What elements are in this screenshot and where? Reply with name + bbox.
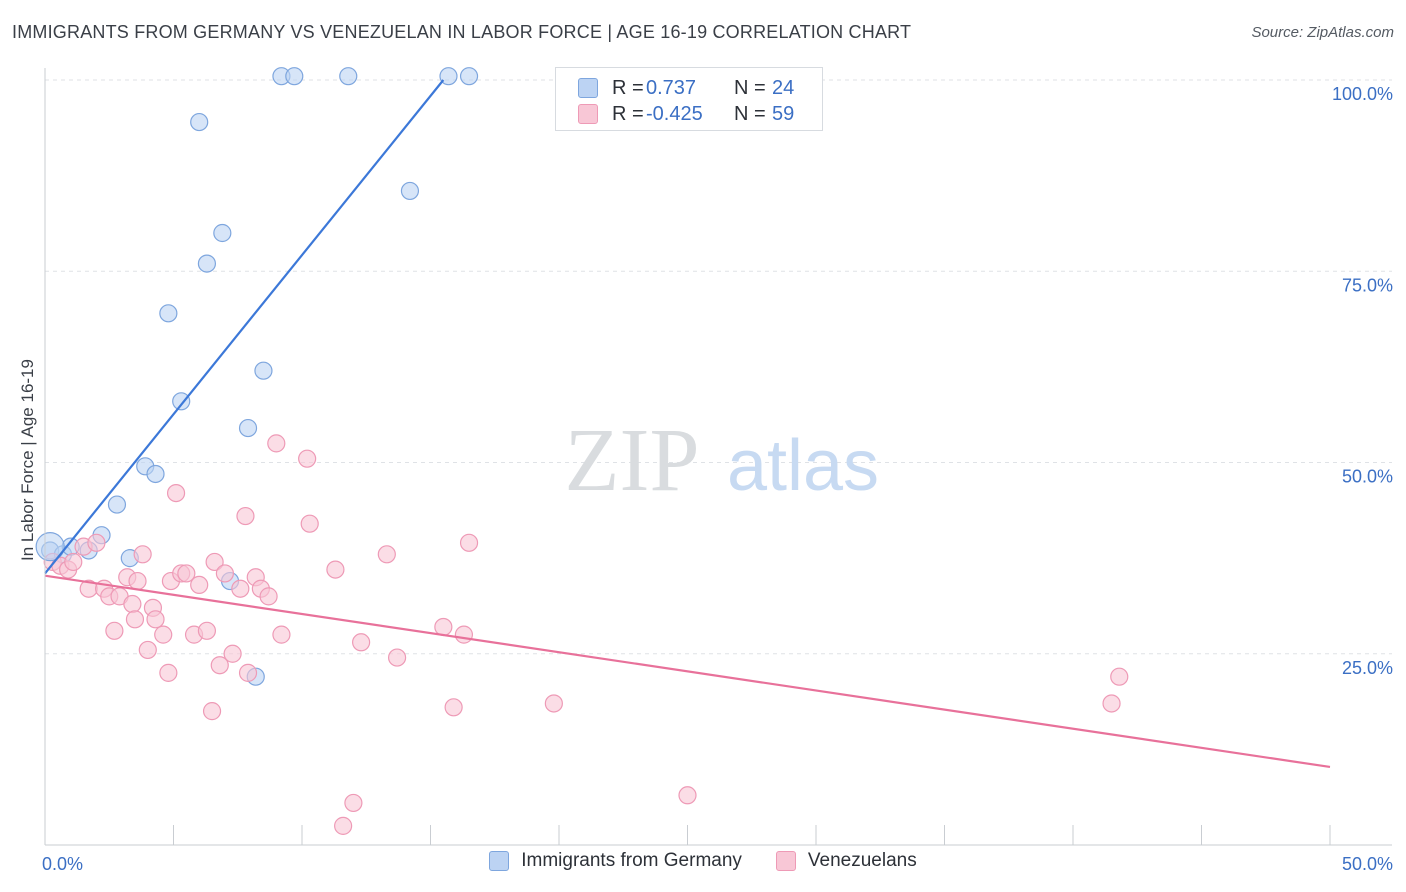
- germany-point: [254, 361, 273, 380]
- legend-r-value: 0.737: [646, 76, 697, 99]
- venezuelans-point: [197, 621, 217, 640]
- legend-row-germany: R = 0.737 N = 24: [578, 75, 794, 101]
- x-tick-label: 0.0%: [42, 854, 83, 874]
- germany-point: [459, 67, 479, 86]
- legend-n-value: 24: [772, 76, 795, 99]
- x-tick-label: 50.0%: [1342, 854, 1393, 874]
- watermark: ZIP atlas: [565, 411, 880, 510]
- germany-point: [439, 67, 458, 86]
- venezuelans-point: [177, 564, 196, 583]
- germany-point: [107, 495, 127, 514]
- germany-point: [190, 112, 209, 132]
- germany-point: [146, 464, 165, 484]
- legend-swatch-venezuelans: [578, 104, 598, 124]
- venezuelans-point: [434, 617, 453, 637]
- legend-n-label: N =: [734, 76, 766, 99]
- axis-layer: 25.0% 50.0% 75.0% 100.0% 0.0% 50.0%: [42, 68, 1393, 874]
- legend-swatch-germany: [578, 78, 598, 98]
- venezuelans-point: [105, 621, 124, 640]
- germany-point: [35, 532, 65, 562]
- venezuelans-point: [267, 434, 286, 453]
- legend-r-value: -0.425: [646, 102, 703, 125]
- venezuelans-point: [377, 545, 396, 564]
- venezuelans-point: [344, 793, 363, 813]
- germany-trendline: [44, 79, 445, 575]
- venezuelans-point: [238, 663, 258, 682]
- y-tick-label: 50.0%: [1342, 467, 1393, 487]
- venezuelans-point: [231, 579, 250, 598]
- venezuelans-point: [387, 648, 407, 667]
- venezuelans-point: [64, 552, 83, 572]
- germany-point: [238, 418, 258, 438]
- venezuelans-point: [223, 644, 242, 663]
- venezuelans-point: [259, 587, 278, 606]
- venezuelans-point: [190, 575, 209, 595]
- venezuelans-point: [215, 564, 234, 583]
- legend-r-label: R =: [612, 76, 644, 99]
- germany-point: [213, 223, 232, 243]
- venezuelans-point: [128, 571, 147, 591]
- venezuelans-trendline: [44, 574, 1331, 769]
- venezuelans-point: [326, 560, 345, 579]
- legend-r-label: R =: [612, 102, 644, 125]
- trend-layer: [44, 79, 1331, 769]
- legend-n-label: N =: [734, 102, 766, 125]
- germany-point: [197, 254, 217, 273]
- venezuelans-point: [123, 594, 142, 614]
- venezuelans-point: [334, 816, 353, 835]
- watermark-atlas: atlas: [727, 426, 879, 506]
- germany-point: [339, 67, 358, 86]
- venezuelans-point: [125, 610, 145, 629]
- venezuelans-point: [1110, 667, 1129, 686]
- correlation-legend: R = 0.737 N = 24 R = -0.425 N = 59: [555, 67, 823, 131]
- legend-label-germany: Immigrants from Germany: [521, 850, 742, 871]
- venezuelans-point: [205, 552, 224, 572]
- legend-row-venezuelans: R = -0.425 N = 59: [578, 101, 794, 127]
- venezuelans-point: [202, 702, 222, 721]
- points-layer: [35, 67, 1129, 835]
- series-legend: Immigrants from Germany Venezuelans: [0, 850, 1406, 872]
- legend-n-value: 59: [772, 102, 795, 125]
- germany-point: [400, 181, 420, 201]
- y-tick-label: 100.0%: [1332, 84, 1393, 104]
- venezuelans-point: [544, 694, 563, 713]
- grid-layer: [45, 79, 1392, 655]
- legend-swatch-venezuelans: [775, 851, 796, 871]
- venezuelans-point: [1102, 694, 1121, 713]
- venezuelans-point: [444, 698, 463, 717]
- venezuelans-point: [138, 640, 157, 660]
- venezuelans-point: [272, 625, 291, 644]
- venezuelans-point: [236, 506, 255, 526]
- chart-title: IMMIGRANTS FROM GERMANY VS VENEZUELAN IN…: [12, 22, 912, 42]
- legend-item-germany: Immigrants from Germany: [489, 850, 742, 872]
- venezuelans-point: [678, 786, 697, 805]
- source-credit: Source: ZipAtlas.com: [1251, 24, 1394, 41]
- venezuelans-point: [300, 514, 319, 533]
- legend-swatch-germany: [489, 851, 510, 871]
- venezuelans-point: [459, 533, 479, 552]
- venezuelans-point: [154, 625, 173, 644]
- venezuelans-point: [454, 625, 474, 644]
- watermark-zip: ZIP: [565, 411, 700, 510]
- legend-item-venezuelans: Venezuelans: [775, 850, 917, 872]
- venezuelans-point: [133, 545, 152, 564]
- venezuelans-point: [146, 610, 165, 629]
- venezuelans-point: [87, 533, 106, 552]
- venezuelans-point: [298, 449, 317, 468]
- germany-point: [172, 392, 191, 411]
- y-tick-label: 25.0%: [1342, 658, 1393, 678]
- germany-point: [285, 67, 304, 86]
- germany-point: [159, 304, 178, 323]
- venezuelans-point: [159, 663, 178, 682]
- y-tick-label: 75.0%: [1342, 275, 1393, 295]
- venezuelans-point: [166, 484, 186, 503]
- venezuelans-point: [210, 656, 229, 675]
- venezuelans-point: [352, 633, 371, 652]
- legend-label-venezuelans: Venezuelans: [807, 850, 917, 871]
